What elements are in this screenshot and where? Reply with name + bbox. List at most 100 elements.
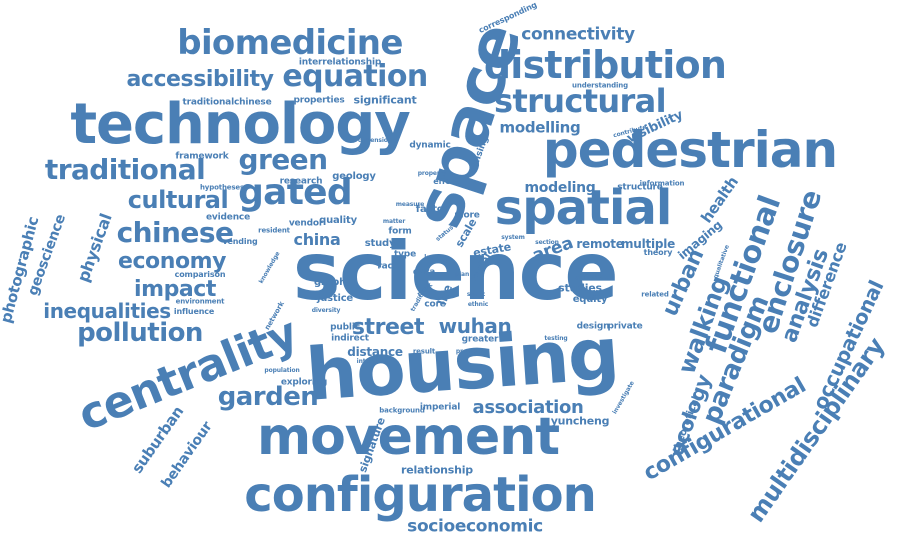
word-type: type: [394, 249, 416, 260]
word-study: study: [364, 238, 396, 249]
word-wuhan: wuhan: [438, 314, 512, 338]
word-diversity: diversity: [311, 307, 341, 314]
word-structural: structural: [494, 82, 667, 120]
word-chinese: chinese: [116, 216, 234, 249]
word-movement: movement: [256, 407, 560, 467]
word-cultural: cultural: [127, 186, 229, 214]
word-remote: remote: [576, 237, 624, 251]
word-form: form: [388, 226, 412, 237]
word-property: property: [417, 170, 447, 177]
word-justice: justice: [316, 293, 354, 304]
word-biomedicine: biomedicine: [177, 23, 403, 63]
word-hypotheses: hypotheses: [199, 183, 245, 192]
word-health: health: [697, 173, 742, 227]
word-system: system: [501, 234, 525, 241]
word-configuration: configuration: [244, 467, 597, 523]
word-resident: resident: [258, 226, 290, 235]
word-gated: gated: [238, 172, 353, 213]
word-information: information: [639, 179, 685, 188]
word-level: level: [424, 254, 440, 261]
word-interview: interview: [356, 358, 388, 365]
word-static: static: [466, 291, 486, 298]
word-race: race: [377, 261, 399, 272]
word-framework: framework: [175, 151, 229, 162]
word-understanding: understanding: [572, 81, 628, 90]
word-traditionalchinese: traditionalchinese: [182, 97, 272, 108]
word-dimension: dimension: [358, 137, 392, 144]
word-vendor: vendor: [288, 218, 324, 229]
word-street: street: [351, 315, 425, 340]
word-china: china: [293, 230, 341, 249]
word-section: section: [535, 239, 559, 246]
word-structure: structure: [617, 182, 663, 193]
word-garden: garden: [217, 382, 319, 412]
word-theory: theory: [643, 248, 673, 257]
word-green: green: [238, 143, 329, 176]
word-research: research: [279, 176, 323, 187]
word-direct: direct: [430, 258, 450, 265]
word-equity: equity: [572, 294, 608, 305]
word-effect: effect: [433, 177, 459, 186]
word-result: result: [412, 347, 436, 356]
word-dynamic: dynamic: [409, 140, 451, 151]
word-distribution: distribution: [483, 43, 727, 87]
word-science: science: [292, 225, 619, 318]
word-inequalities: inequalities: [43, 299, 171, 323]
word-technology: technology: [70, 92, 410, 157]
word-pedestrian: pedestrian: [542, 121, 838, 179]
word-properties: properties: [293, 95, 345, 106]
word-measure: measure: [395, 201, 425, 208]
word-matter: matter: [382, 218, 406, 225]
word-data: data: [412, 267, 436, 278]
word-imperial: imperial: [419, 402, 461, 413]
word-comparison: comparison: [174, 270, 226, 279]
word-private: private: [607, 321, 643, 332]
word-evidence: evidence: [205, 212, 251, 223]
word-modeling: modeling: [524, 180, 596, 196]
word-graph: graph: [313, 277, 347, 288]
word-quality: quality: [319, 215, 357, 226]
word-interrelationship: interrelationship: [298, 57, 382, 68]
word-design: design: [576, 321, 610, 332]
word-exploring: exploring: [280, 377, 328, 388]
word-multidisciplinary: multidisciplinary: [741, 332, 891, 528]
word-economy: economy: [117, 249, 227, 274]
word-environment: environment: [175, 297, 225, 306]
word-indirect: indirect: [331, 333, 369, 344]
word-influence: influence: [173, 307, 215, 316]
word-geology: geology: [332, 171, 376, 182]
word-equation: equation: [282, 59, 428, 94]
word-public: public: [330, 322, 360, 333]
word-socioeconomic: socioeconomic: [407, 516, 543, 537]
word-previous: previous: [455, 348, 485, 355]
word-modelling: modelling: [499, 118, 581, 137]
word-association: association: [472, 397, 584, 418]
word-vending: vending: [222, 237, 258, 246]
word-accessibility: accessibility: [126, 67, 274, 92]
word-plan: plan: [454, 271, 470, 278]
word-knowledge: knowledge: [257, 250, 282, 285]
word-ethnic: ethnic: [467, 301, 489, 308]
word-background: background: [379, 406, 425, 415]
word-greater: greater: [461, 334, 499, 345]
word-relationship: relationship: [401, 463, 473, 477]
word-testing: testing: [544, 335, 568, 342]
word-different: different: [575, 273, 609, 282]
word-connectivity: connectivity: [521, 24, 635, 45]
word-impact: impact: [134, 277, 216, 302]
word-multiple: multiple: [621, 237, 675, 251]
word-factor: factor: [415, 204, 449, 215]
word-yuncheng: yuncheng: [550, 414, 610, 428]
word-physical: physical: [73, 210, 116, 285]
word-spatial: spatial: [494, 180, 673, 236]
word-traditional: traditional: [44, 153, 206, 186]
word-population: population: [264, 367, 300, 374]
word-distance: distance: [347, 345, 403, 359]
word-studies: studies: [558, 281, 602, 295]
word-related: related: [641, 290, 669, 299]
word-core: core: [424, 299, 446, 310]
word-more: more: [454, 210, 480, 221]
word-pollution: pollution: [77, 318, 203, 348]
word-significant: significant: [353, 93, 417, 107]
